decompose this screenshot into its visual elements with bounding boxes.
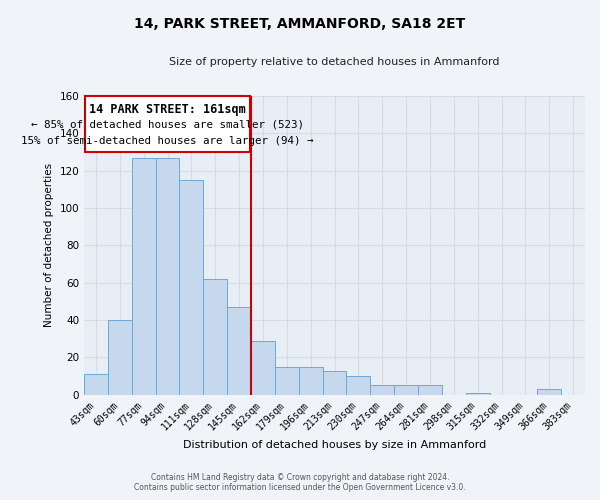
Bar (466, 393, 490, 395)
Bar (179, 180, 203, 395)
Bar (537, 389, 561, 395)
Bar (370, 386, 394, 395)
Bar (227, 307, 251, 395)
Bar (132, 158, 155, 395)
Bar (251, 340, 275, 395)
Text: ← 85% of detached houses are smaller (523): ← 85% of detached houses are smaller (52… (31, 120, 304, 130)
Text: Contains HM Land Registry data © Crown copyright and database right 2024.
Contai: Contains HM Land Registry data © Crown c… (134, 473, 466, 492)
Text: 14, PARK STREET, AMMANFORD, SA18 2ET: 14, PARK STREET, AMMANFORD, SA18 2ET (134, 18, 466, 32)
Bar (155, 158, 179, 395)
Text: 14 PARK STREET: 161sqm: 14 PARK STREET: 161sqm (89, 102, 245, 116)
Bar (84, 374, 108, 395)
Y-axis label: Number of detached properties: Number of detached properties (44, 164, 54, 328)
Bar (346, 376, 370, 395)
Bar (108, 320, 132, 395)
Bar (299, 367, 323, 395)
Bar (418, 386, 442, 395)
Bar (323, 370, 346, 395)
X-axis label: Distribution of detached houses by size in Ammanford: Distribution of detached houses by size … (183, 440, 486, 450)
FancyBboxPatch shape (85, 96, 250, 152)
Bar (275, 367, 299, 395)
Title: Size of property relative to detached houses in Ammanford: Size of property relative to detached ho… (169, 58, 500, 68)
Text: 15% of semi-detached houses are larger (94) →: 15% of semi-detached houses are larger (… (21, 136, 313, 146)
Bar (203, 279, 227, 395)
Bar (394, 386, 418, 395)
